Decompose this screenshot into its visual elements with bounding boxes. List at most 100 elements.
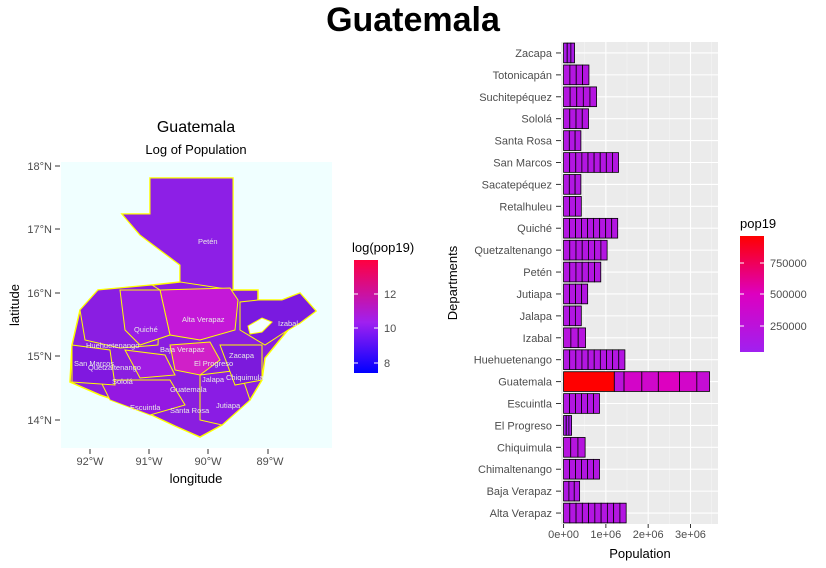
bar-segment: [570, 42, 575, 64]
bar-huehuetenango: [563, 349, 626, 370]
bar-zacapa: [563, 42, 575, 64]
bar-category-label: Huehuetenango: [474, 355, 552, 367]
bar-pet-n: [563, 261, 602, 283]
bar-x-tick-label: 2e+06: [633, 529, 664, 541]
bar-x-tick-label: 0e+00: [548, 529, 579, 541]
bar-segment: [600, 502, 608, 524]
bar-segment: [605, 152, 613, 173]
map-label-el-progreso: El Progreso: [194, 359, 233, 368]
bar-segment: [582, 86, 591, 108]
bar-x-tick-label: 3e+06: [675, 529, 706, 541]
bar-segment: [569, 349, 577, 370]
map-xtick-90: 90°W: [194, 456, 222, 468]
bar-segment: [568, 130, 576, 151]
map-ytick-18: 18°N: [27, 161, 52, 173]
bar-category-label: Suchitepéquez: [479, 92, 552, 104]
bar-suchitep-quez: [563, 86, 597, 108]
map-legend-title: log(pop19): [352, 240, 414, 255]
bar-segment: [593, 458, 600, 480]
bar-segment: [600, 239, 608, 261]
bar-segment: [587, 349, 595, 370]
bar-segment: [563, 415, 567, 436]
bar-segment: [599, 152, 607, 173]
bar-segment: [563, 502, 571, 524]
bar-alta-verapaz: [563, 502, 627, 524]
bar-segment: [575, 239, 583, 261]
bar-segment: [581, 261, 589, 283]
map-legend-tick-10: 10: [384, 323, 396, 335]
bar-x-ticks: 0e+00 1e+06 2e+06 3e+06: [548, 524, 706, 541]
bar-segment: [612, 349, 620, 370]
bar-quich-: [563, 217, 619, 239]
bar-sacatep-quez: [563, 174, 582, 195]
bar-segment: [581, 349, 589, 370]
bar-segment: [569, 152, 577, 173]
bar-segment: [569, 283, 576, 305]
map-label-guatemala: Guatemala: [170, 385, 208, 394]
map-label-alta-verapaz: Alta Verapaz: [182, 315, 225, 324]
bar-category-label: Guatemala: [498, 377, 553, 389]
bar-segment: [581, 458, 588, 480]
map-xtick-92: 92°W: [76, 456, 104, 468]
bar-segment: [563, 261, 571, 283]
map-label-san-marcos: San Marcos: [74, 359, 114, 368]
bar-segment: [594, 261, 602, 283]
bar-segment: [563, 239, 571, 261]
bar-el-progreso: [563, 415, 572, 436]
bar-segment: [575, 458, 582, 480]
map-legend-colorbar: [354, 260, 378, 373]
bar-segment: [587, 261, 595, 283]
bar-san-marcos: [563, 152, 619, 173]
bar-segment: [563, 283, 570, 305]
bar-segment: [563, 349, 571, 370]
bar-segment: [568, 415, 572, 436]
map-label-zacapa: Zacapa: [229, 351, 255, 360]
bar-chiquimula: [563, 437, 586, 458]
bar-segment: [599, 349, 607, 370]
bar-category-label: Quiché: [517, 223, 552, 235]
bar-segment: [594, 502, 602, 524]
map-ytick-15: 15°N: [27, 351, 52, 363]
bar-segment: [613, 371, 625, 392]
bar-segment: [569, 305, 576, 327]
bar-totonicap-n: [563, 64, 590, 86]
bar-segment: [574, 130, 582, 151]
bar-segment: [588, 502, 596, 524]
bar-segment: [587, 393, 594, 414]
bar-category-label: El Progreso: [495, 420, 552, 432]
map-region-labels: Petén Alta Verapaz Izabal Quiché Huehuet…: [74, 237, 298, 415]
bar-segment: [563, 42, 568, 64]
bar-segment: [575, 64, 583, 86]
bar-segment: [563, 393, 570, 414]
bar-jutiapa: [563, 283, 589, 305]
page-title: Guatemala: [326, 1, 500, 39]
bar-jalapa: [563, 305, 582, 327]
bar-category-label: Sacatepéquez: [482, 179, 552, 191]
map-subtitle: Log of Population: [145, 142, 246, 157]
map-label-jalapa: Jalapa: [202, 375, 225, 384]
bar-segment: [575, 217, 582, 239]
bar-segment: [588, 239, 596, 261]
bar-segment: [599, 217, 607, 239]
map-legend-tick-12: 12: [384, 289, 396, 301]
bar-segment: [606, 502, 615, 524]
bar-segment: [575, 502, 583, 524]
map-ytick-16: 16°N: [27, 288, 52, 300]
map-label-izabal: Izabal: [278, 319, 298, 328]
bar-segment: [641, 371, 659, 392]
bar-category-label: Zacapa: [515, 48, 553, 60]
bar-segment: [575, 393, 582, 414]
bar-chimaltenango: [563, 458, 600, 480]
map-label-chiquimula: Chiquimula: [226, 373, 264, 382]
bar-segment: [593, 152, 601, 173]
bar-segment: [594, 239, 602, 261]
bar-category-labels: Alta Verapaz Baja Verapaz Chimaltenango Chi…: [474, 48, 561, 520]
bar-segment: [563, 217, 570, 239]
map-x-axis-label: longitude: [170, 471, 223, 486]
bar-segment: [589, 86, 597, 108]
map-label-solola: Sololá: [112, 377, 134, 386]
bar-segment: [581, 217, 589, 239]
bar-segment: [657, 371, 680, 392]
map-y-axis-label: latitude: [7, 284, 22, 326]
